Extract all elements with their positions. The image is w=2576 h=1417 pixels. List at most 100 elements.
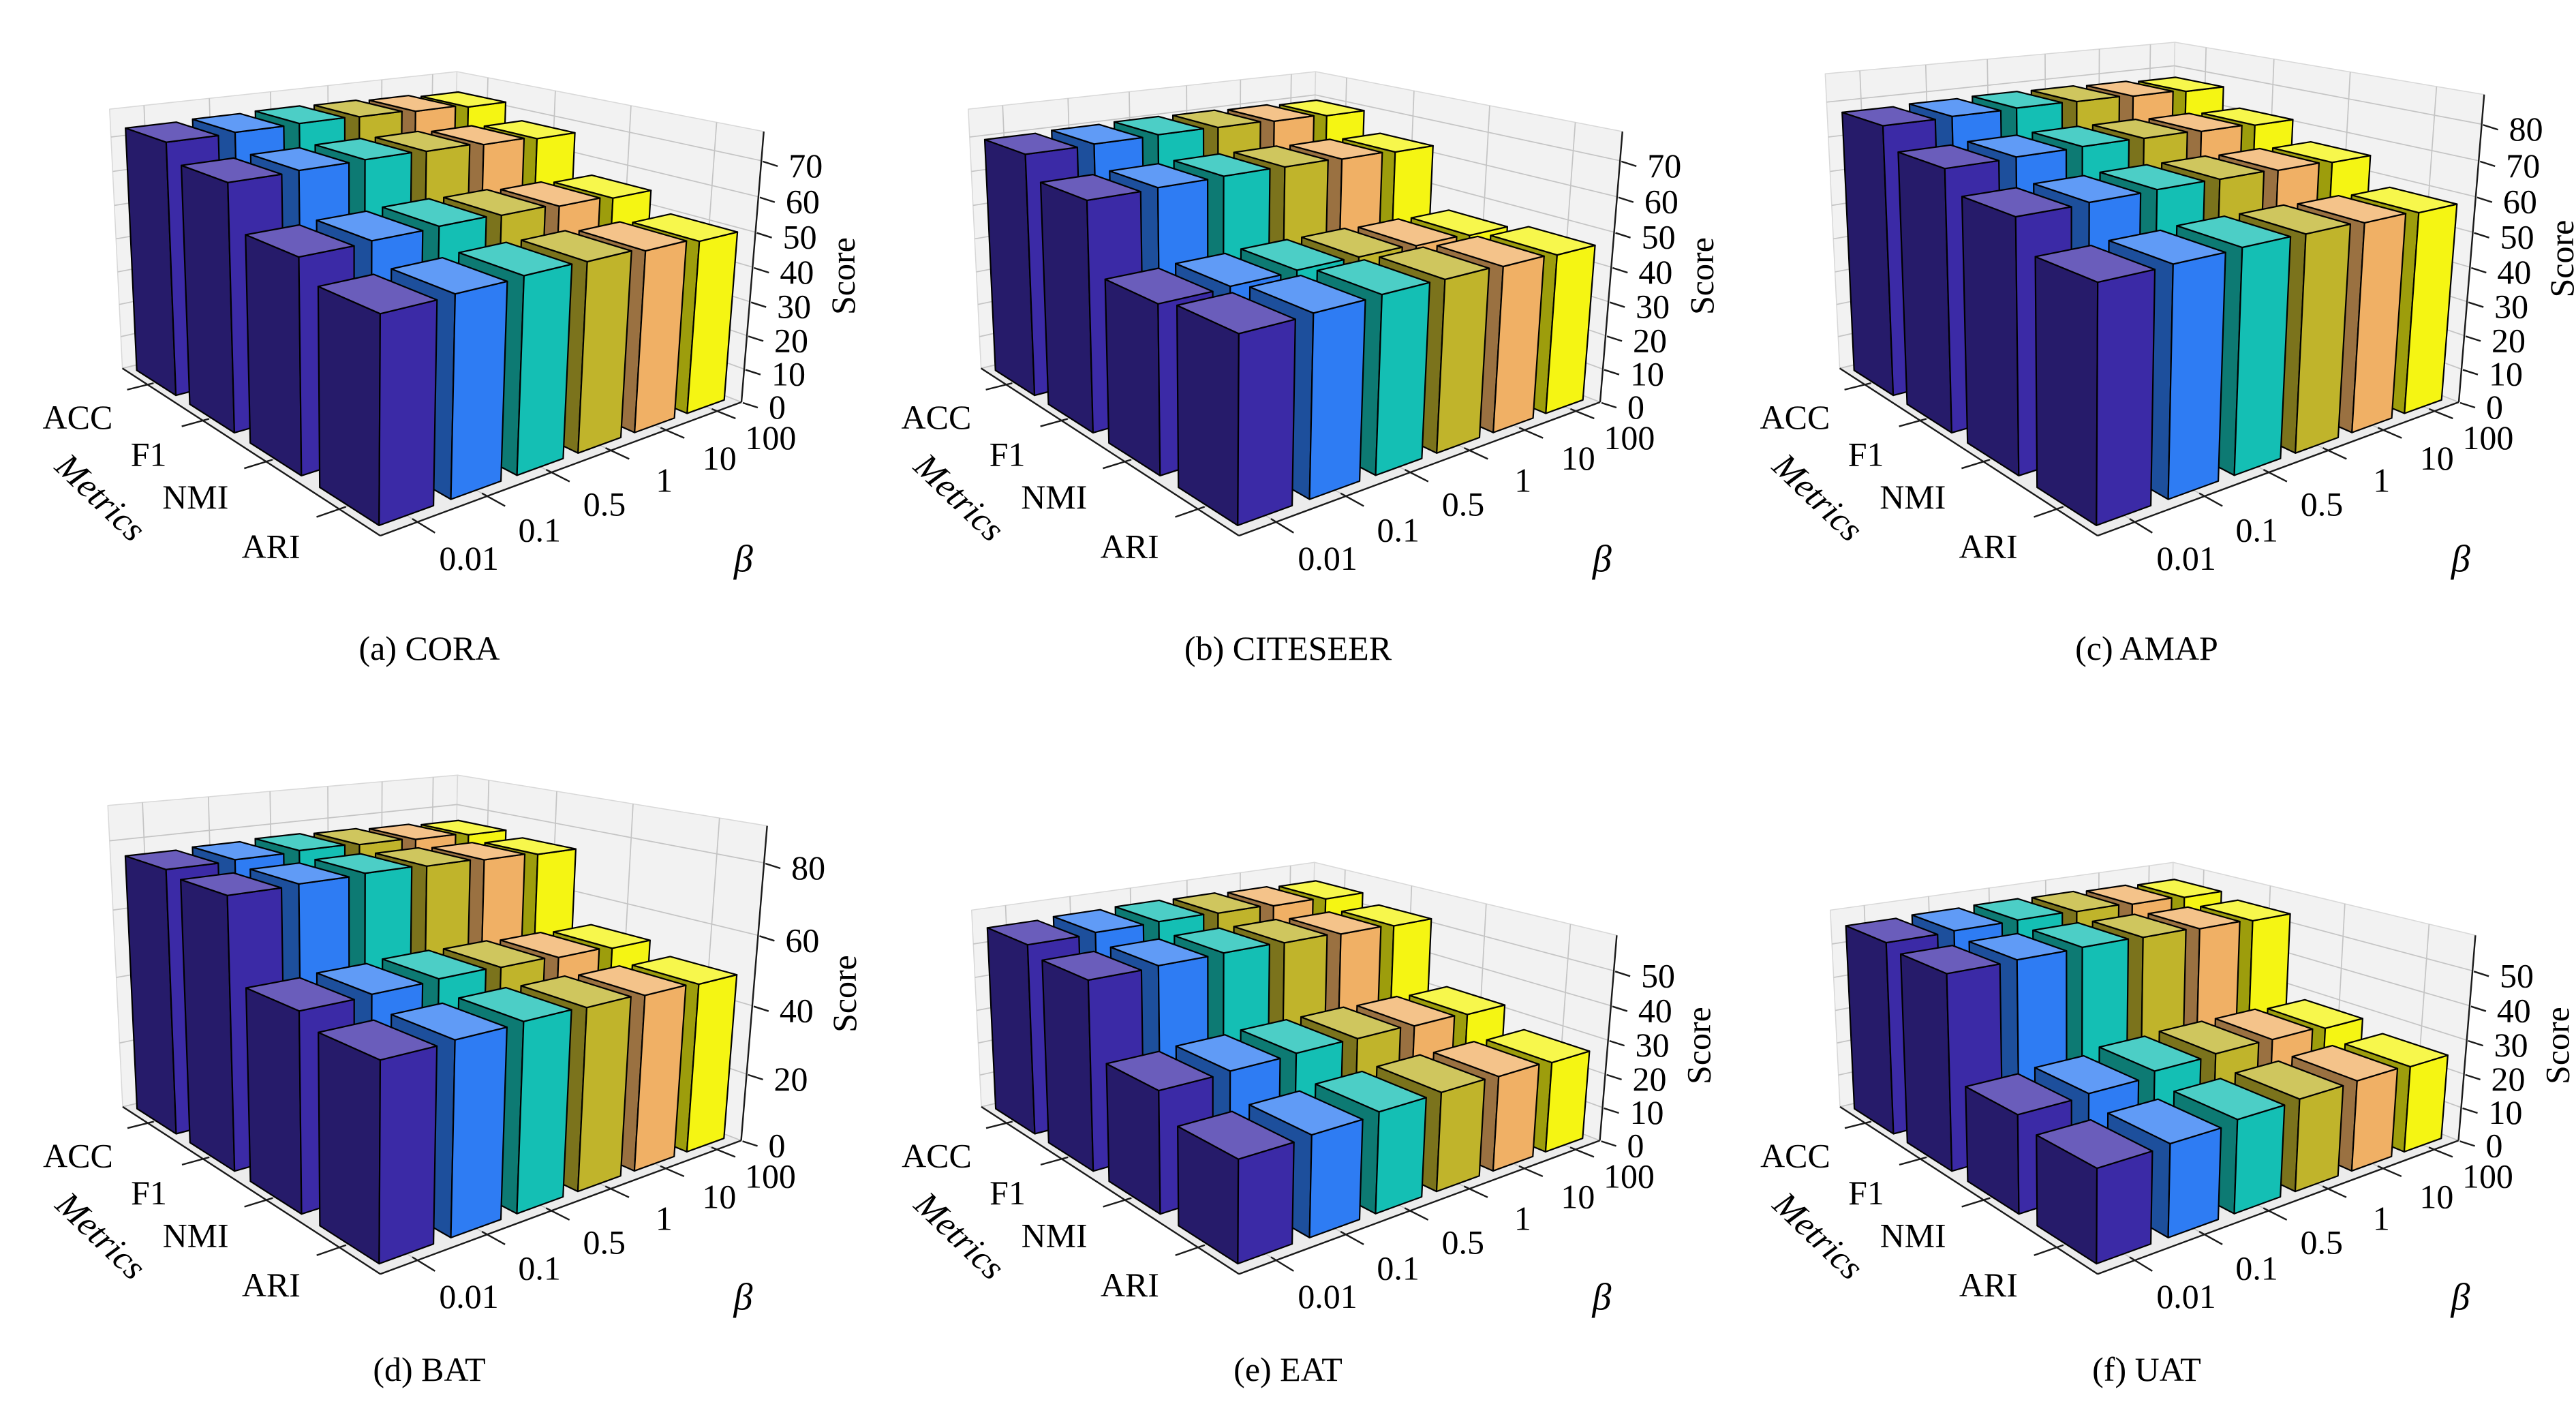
bar-F1-beta-100-top [2201,107,2294,126]
metric-tick-label: ARI [1959,528,2018,566]
bar-F1-beta-10-top [2147,906,2241,930]
bar-F1-beta-0.1-top [249,147,350,172]
score-tick [1606,1073,1622,1081]
subplot-eat: 0.01 0.1 0.5 1 10 100 ACC F1 NMI ARI β Metrics 0 10 20… [859,709,1717,1417]
bar-ARI-beta-100-top [632,213,739,243]
score-tick-label: 60 [2503,183,2537,221]
bar-ARI-beta-10-top [2291,1044,2399,1082]
score-tick [2462,369,2479,376]
bar-ARI-beta-100-front [1544,1050,1591,1153]
score-tick-label: 70 [1647,147,1681,185]
beta-tick-label: 0.5 [2301,485,2344,523]
beta-tick-label: 0.1 [2235,1249,2278,1288]
bar-ARI-beta-0.5-front [516,1009,572,1215]
bar-ACC-beta-0.1-top [1911,907,2003,932]
subplot-cora: 0.01 0.1 0.5 1 10 100 ACC F1 NMI ARI β Metrics 0 10 20… [0,0,859,709]
bar-NMI-beta-0.01-top [1961,187,2072,218]
score-tick-label: 60 [785,921,819,959]
bar-ACC-beta-100-top [1278,99,1365,117]
bar-F1-beta-1-top [2091,913,2187,939]
metric-tick-label: F1 [990,436,1026,474]
score-tick-label: 40 [1638,253,1672,291]
score-tick [748,335,764,342]
score-tick [2459,1140,2475,1147]
beta-tick-label: 10 [2420,439,2454,477]
bar-F1-beta-0.1-top [1967,134,2068,158]
bar-ARI-beta-1-front [1435,1078,1486,1193]
bar-ARI-beta-0.5-front [2233,1104,2286,1215]
bar-NMI-beta-0.1-top [2033,174,2142,204]
beta-tick-label: 1 [2373,1200,2390,1238]
bar-ARI-beta-100-top [2344,1033,2449,1068]
beta-tick-label: 10 [702,1177,736,1215]
axis-label-beta: β [1592,538,1612,580]
metric-tick-label: NMI [163,1216,229,1254]
score-tick [745,369,761,376]
bar-ARI-beta-0.01-side [317,286,382,527]
score-tick [1621,160,1637,167]
bar-ARI-beta-0.5-top [1315,1070,1427,1113]
score-tick [1609,301,1625,308]
axis-label-beta: β [2451,538,2470,580]
beta-tick [2263,1207,2288,1221]
bar-ARI-beta-0.01-top [2036,1118,2153,1170]
bar-ARI-beta-1-top [2239,204,2352,235]
metric-tick-label: NMI [162,478,228,516]
metric-tick [985,1121,1013,1129]
score-tick-label: 20 [2491,321,2526,359]
bar-F1-beta-0.01-top [1897,144,2000,170]
metric-tick-label: ACC [43,398,113,436]
beta-tick [660,427,685,439]
bar-NMI-beta-0.5-top [1240,1018,1344,1054]
beta-tick [605,447,630,460]
subplot-citeseer: 0.01 0.1 0.5 1 10 100 ACC F1 NMI ARI β Metrics 0 10 20… [859,0,1717,709]
beta-tick-label: 0.01 [439,539,499,577]
score-tick [2459,401,2476,409]
bar-NMI-beta-1-top [1300,1006,1402,1039]
metric-tick-label: ACC [902,398,972,436]
score-tick-label: 70 [788,147,823,185]
subplot-caption: (c) AMAP [2075,629,2218,667]
metric-tick [2034,1244,2064,1256]
beta-tick-label: 0.01 [1298,1277,1357,1315]
score-tick [1609,1039,1625,1047]
score-tick [1612,266,1628,274]
beta-tick [481,492,506,507]
bar-ARI-beta-0.01-top [317,273,438,315]
axis-label-beta: β [733,1277,752,1319]
bar-ARI-beta-0.5-top [1316,259,1431,296]
score-tick-label: 0 [769,388,786,426]
bar-F1-beta-0.01-top [180,872,283,896]
metric-tick-label: NMI [1021,478,1087,516]
bar-ARI-beta-0.01-side [2034,256,2099,527]
subplot-caption: (a) CORA [358,629,500,667]
score-tick-label: 50 [2500,956,2534,994]
beta-tick [412,518,435,534]
bar-F1-beta-100-top [1342,132,1434,153]
bar-NMI-beta-0.5-top [2099,164,2206,191]
bar-NMI-beta-0.01-side [245,234,303,477]
bar-ACC-beta-10-top [368,95,457,112]
metric-tick [127,1121,154,1129]
beta-tick [1270,1256,1294,1272]
bar-ARI-beta-0.01-front [378,1045,438,1265]
beta-tick [2198,492,2223,507]
bar-ARI-beta-0.1-front [1308,1118,1364,1238]
bar-F1-beta-0.5-top [1173,153,1271,177]
score-tick [742,401,758,409]
axis-label-score: Score [825,955,859,1033]
beta-tick [1569,1146,1595,1158]
beta-tick [545,1207,570,1221]
bar-NMI-beta-0.1-top [2034,1054,2140,1095]
bar-ARI-beta-100-top [1490,226,1596,256]
bar-F1-beta-0.5-top [314,138,412,161]
beta-tick-label: 100 [1604,418,1655,457]
beta-tick-label: 1 [656,1200,673,1238]
beta-tick [2129,518,2153,534]
subplot-caption: (d) BAT [373,1350,486,1388]
beta-tick-label: 10 [2419,1177,2453,1215]
bar-ARI-beta-0.1-front [1308,299,1366,500]
bar-ACC-beta-0.01-top [1845,917,1939,944]
